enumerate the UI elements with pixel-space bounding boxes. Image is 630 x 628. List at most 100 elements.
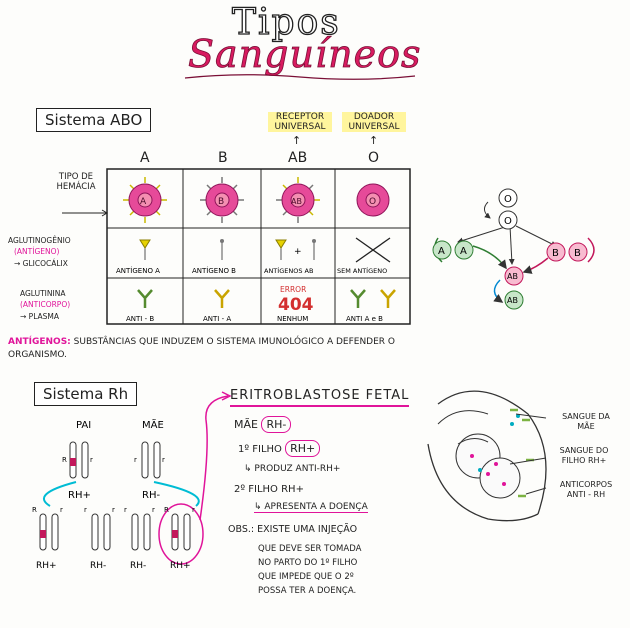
abo-table: A B AB O + ANTÍGENO A ANTÍGENO B ANTÍGEN… (106, 168, 411, 325)
antigen-note-text: SUBSTÂNCIAS QUE INDUZEM O SISTEMA IMUNOL… (8, 337, 395, 360)
rh-label: Sistema Rh (34, 382, 138, 406)
eritro-filho1-rh: RH+ (285, 440, 321, 457)
chrom-label: r (134, 456, 137, 464)
hem-label-o: O (369, 197, 376, 207)
eritro-filho1: 1º FILHO (238, 444, 282, 455)
chrom-label: R (62, 456, 67, 464)
arrow-up-icon: ↑ (369, 134, 379, 147)
antibody-anti-ab-icon (350, 289, 396, 308)
eritro-obs-line: POSSA TER A DOENÇA. (258, 586, 357, 596)
no-antigen-icon (355, 237, 391, 263)
child-chrom-label: r (124, 506, 127, 514)
error-label: ERROR (280, 285, 306, 294)
fetus-diagram (427, 390, 547, 522)
child-chrom-label: r (112, 506, 115, 514)
donation-node-o2: O (504, 216, 512, 227)
fetus-anticorpos: ANTICORPOS ANTI - RH (559, 480, 613, 499)
donation-node-b1: B (552, 248, 559, 259)
mae-rh: RH- (142, 490, 160, 501)
donation-node-a1: A (438, 246, 445, 257)
row-label-tipo: TIPO DE HEMÁCIA (56, 172, 96, 192)
rh-diagram: PAI MÃE R r r r RH+ RH- R r r r r r R r … (32, 418, 204, 571)
donation-diagram: O O A A B B AB AB (432, 188, 595, 310)
fetus-sangue-mae: SANGUE DA MÃE (562, 412, 610, 431)
sem-antigeno-text: SEM ANTÍGENO (337, 266, 387, 275)
pai-label: PAI (76, 420, 91, 431)
hemacia-o (356, 183, 390, 217)
hem-label-a: A (140, 197, 147, 207)
arrow-up-icon: ↑ (292, 134, 302, 147)
receptor-universal: RECEPTOR UNIVERSAL (268, 112, 332, 132)
anti-ab-text: ANTI A e B (346, 315, 383, 323)
donation-node-a2: A (460, 246, 467, 257)
title-line2: Sanguíneos (188, 32, 422, 77)
col-header-ab: AB (288, 150, 308, 166)
child-chrom-label: r (152, 506, 155, 514)
filho1-line: 1º FILHO RH+ (238, 440, 321, 457)
mae-label: MÃE (142, 418, 164, 431)
eritro-filho2: 2º FILHO RH+ (234, 484, 304, 495)
hem-label-ab: AB (291, 197, 302, 206)
anti-a-text: ANTI - A (203, 315, 231, 323)
antigenos-ab-text: ANTÍGENOS AB (264, 266, 313, 275)
child-chrom-label: r (84, 506, 87, 514)
donation-node-ab2: AB (507, 296, 518, 305)
row-label-antigeno: (ANTÍGENO) (14, 247, 60, 256)
child-chrom-label: r (192, 506, 195, 514)
child-rh: RH- (90, 561, 106, 571)
mae-line: MÃE RH- (234, 416, 292, 433)
antigen-plus: + (294, 247, 302, 257)
antigen-a-icon (139, 239, 151, 260)
eritro-title: ERITROBLASTOSE FETAL (230, 388, 410, 407)
title-line1: Tipos (231, 1, 341, 43)
eritro-mae-rh: RH- (261, 416, 292, 433)
donation-node-b2: B (574, 248, 581, 259)
doador-universal: DOADOR UNIVERSAL (342, 112, 406, 132)
pai-rh: RH+ (68, 490, 91, 501)
hemacia-a (123, 177, 167, 223)
row-label-anticorpo: (ANTICORPO) (20, 300, 71, 309)
eritro-produz: ↳ PRODUZ ANTI-RH+ (244, 464, 341, 474)
antigen-b-icon (220, 239, 224, 260)
antigen-note-key: ANTÍGENOS: (8, 337, 71, 347)
col-header-o: O (368, 150, 380, 166)
eritro-mae: MÃE (234, 418, 258, 431)
eritro-obs-line: QUE DEVE SER TOMADA (258, 544, 362, 554)
antibody-anti-b-icon (137, 289, 153, 308)
row-label-aglutinogenio: AGLUTINOGÊNIO (8, 236, 71, 245)
hemacia-ab (276, 177, 320, 223)
hemacia-b (200, 177, 244, 223)
antigen-note: ANTÍGENOS: SUBSTÂNCIAS QUE INDUZEM O SIS… (8, 336, 418, 362)
donation-node-o1: O (504, 194, 512, 205)
row-label-aglutinina: AGLUTININA (20, 289, 66, 298)
magenta-connector (199, 391, 232, 521)
error-code: 404 (278, 295, 314, 315)
child-chrom-label: R (164, 506, 169, 514)
eritro-apresenta: ↳ APRESENTA A DOENÇA (254, 502, 368, 513)
donation-node-ab1: AB (507, 272, 518, 281)
child-rh: RH+ (170, 561, 191, 571)
antigeno-b-text: ANTÍGENO B (192, 266, 236, 275)
nenhum-text: NENHUM (277, 315, 308, 323)
child-rh: RH+ (36, 561, 57, 571)
chrom-label: r (90, 456, 93, 464)
chrom-label: r (162, 456, 165, 464)
row-label-glicocalix: → GLICOCÁLIX (14, 259, 68, 268)
antigeno-a-text: ANTÍGENO A (116, 266, 160, 275)
anti-b-text: ANTI - B (126, 315, 154, 323)
child-chrom-label: r (60, 506, 63, 514)
child-rh: RH- (130, 561, 146, 571)
abo-label: Sistema ABO (36, 108, 152, 132)
hem-label-b: B (218, 197, 224, 207)
eritro-obs-block: QUE DEVE SER TOMADA NO PARTO DO 1º FILHO… (258, 542, 361, 598)
antibody-anti-a-icon (214, 289, 230, 308)
col-header-b: B (218, 150, 228, 166)
antigen-ab-icon (275, 239, 316, 260)
row-label-plasma: → PLASMA (20, 312, 60, 321)
fetus-sangue-filho: SANGUE DO FILHO RH+ (559, 446, 609, 465)
col-header-a: A (140, 150, 150, 166)
eritro-obs-line: QUE IMPEDE QUE O 2º (258, 572, 354, 582)
title-swash (184, 74, 416, 80)
child-chrom-label: R (32, 506, 37, 514)
eritro-obs: OBS.: EXISTE UMA INJEÇÃO (228, 524, 358, 535)
